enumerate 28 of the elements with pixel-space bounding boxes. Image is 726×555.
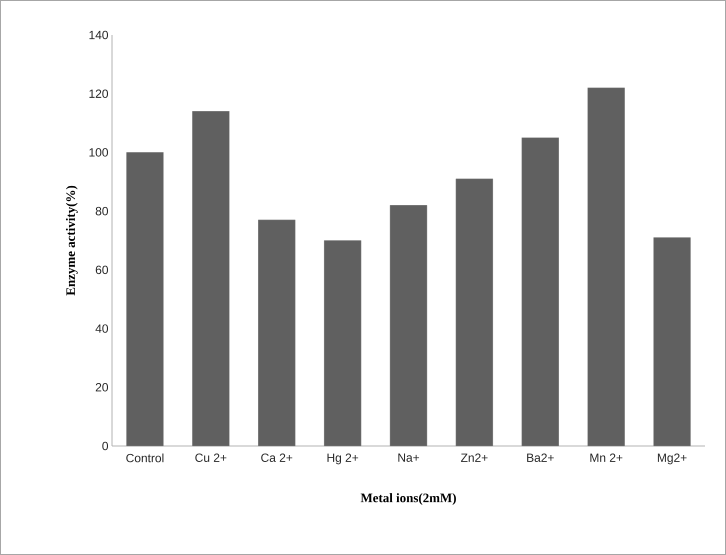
y-tick-label: 80 bbox=[96, 206, 108, 216]
bar bbox=[390, 205, 428, 446]
x-tick-label: Control bbox=[126, 454, 164, 462]
bar bbox=[258, 220, 296, 446]
x-tick-label: Mn 2+ bbox=[590, 454, 622, 462]
x-tick-label: Na+ bbox=[398, 454, 420, 462]
bar bbox=[324, 240, 362, 446]
y-tick-label: 100 bbox=[89, 148, 108, 157]
y-tick-label: 60 bbox=[96, 266, 108, 274]
bar bbox=[192, 111, 230, 446]
x-tick-label: Ba2+ bbox=[527, 454, 554, 462]
bar bbox=[653, 237, 691, 446]
x-tick-label: Cu 2+ bbox=[195, 454, 226, 462]
y-axis-title: Enzyme activity(%) bbox=[66, 186, 78, 296]
x-axis-title: Metal ions(2mM) bbox=[360, 493, 456, 505]
bar bbox=[588, 88, 625, 446]
y-tick-label: 20 bbox=[96, 383, 108, 392]
x-tick-label: Hg 2+ bbox=[327, 454, 358, 464]
bar bbox=[126, 152, 164, 446]
x-tick-label: Zn2+ bbox=[460, 454, 488, 462]
y-tick-label: 0 bbox=[102, 442, 108, 450]
x-tick-label: Mg2+ bbox=[658, 454, 687, 464]
bar bbox=[522, 138, 559, 446]
y-tick-label: 120 bbox=[89, 89, 108, 98]
y-tick-label: 140 bbox=[89, 30, 108, 40]
x-tick-label: Ca 2+ bbox=[261, 454, 292, 462]
y-tick-label: 40 bbox=[95, 324, 108, 333]
bar bbox=[456, 178, 494, 446]
